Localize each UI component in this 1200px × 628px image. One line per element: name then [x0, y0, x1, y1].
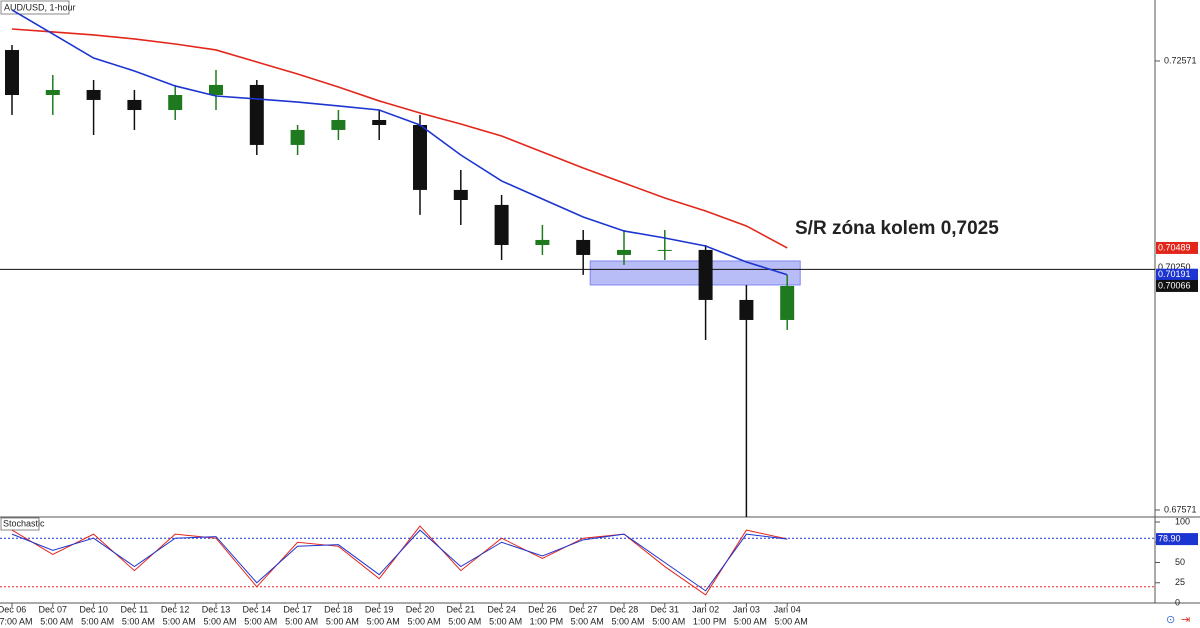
title-box [0, 0, 70, 15]
x-tick-label: Dec 10 [79, 604, 108, 614]
x-tick-label: Jan 04 [774, 604, 801, 614]
stoch-title: Stochastic [3, 518, 45, 528]
candle-body [617, 249, 631, 255]
moving-average [11, 9, 788, 276]
x-tick-time: 5:00 AM [652, 616, 685, 626]
x-tick-time: 5:00 AM [81, 616, 114, 626]
candle-body [535, 239, 550, 245]
x-tick-label: Dec 19 [365, 604, 394, 614]
stoch-title-box [0, 517, 40, 531]
x-tick-label: Dec 11 [120, 604, 148, 614]
x-tick-time: 5:00 AM [611, 616, 644, 626]
x-tick-time: 5:00 AM [203, 616, 236, 626]
x-tick-label: Dec 06 [0, 604, 26, 614]
x-tick-label: Dec 13 [202, 604, 231, 614]
candle-body [413, 125, 427, 190]
x-tick-time: 5:00 AM [244, 616, 277, 626]
icon-collapse[interactable]: ⇥ [1181, 614, 1190, 626]
candle-body [168, 95, 183, 111]
stoch-badge: 78.90 [1158, 533, 1181, 543]
candle-body [45, 89, 60, 96]
sr-zone [589, 260, 801, 286]
stoch-badge-bg [1156, 533, 1198, 546]
y-tick-label: 0 [1175, 597, 1180, 607]
x-tick-time: 5:00 AM [122, 616, 155, 626]
x-tick-time: 1:00 PM [693, 616, 727, 626]
x-tick-time: 5:00 AM [326, 616, 359, 626]
y-tick-label: 0.67571 [1164, 504, 1197, 514]
candle-body [576, 239, 591, 255]
annotation: S/R zóna kolem 0,7025 [795, 218, 999, 239]
x-tick-label: Jan 02 [692, 604, 719, 614]
x-tick-label: Dec 28 [610, 604, 639, 614]
candle-body [698, 249, 713, 300]
x-tick-label: Dec 20 [406, 604, 435, 614]
candle-body [657, 249, 672, 251]
x-tick-label: Dec 24 [487, 604, 516, 614]
moving-average [11, 28, 788, 249]
x-tick-label: Dec 14 [243, 604, 272, 614]
ma-red-badge-bg [1156, 241, 1198, 254]
x-tick-time: 5:00 AM [775, 616, 808, 626]
candle-body [86, 89, 101, 100]
candle-body [331, 119, 346, 130]
x-tick-time: 5:00 AM [40, 616, 73, 626]
x-tick-label: Dec 17 [283, 604, 312, 614]
candle-body [249, 84, 264, 145]
candle-body [494, 204, 509, 245]
candle-body [453, 189, 468, 200]
x-tick-label: Dec 21 [447, 604, 476, 614]
x-tick-time: 5:00 AM [407, 616, 440, 626]
x-tick-label: Dec 07 [39, 604, 68, 614]
candle-body [209, 84, 223, 96]
y-tick-label: 0.72571 [1164, 55, 1197, 65]
x-tick-label: Dec 18 [324, 604, 353, 614]
icon-settings[interactable]: ⊙ [1166, 614, 1175, 626]
candle-body [372, 119, 387, 126]
y-tick-label: 100 [1175, 516, 1190, 526]
x-tick-label: Dec 31 [651, 604, 680, 614]
x-tick-time: 1:00 PM [530, 616, 564, 626]
price-badge: 0.70066 [1158, 280, 1191, 290]
candle-body [780, 285, 795, 320]
x-tick-time: 5:00 AM [734, 616, 767, 626]
ma-red-badge: 0.70489 [1158, 242, 1191, 252]
x-tick-label: Dec 26 [528, 604, 557, 614]
candle-body [127, 99, 142, 111]
y-tick-label: 25 [1175, 577, 1185, 587]
candle-body [739, 299, 754, 320]
x-tick-time: 5:00 AM [448, 616, 481, 626]
x-tick-time: 5:00 AM [285, 616, 318, 626]
ma-blue-badge-bg [1156, 268, 1198, 281]
ma-blue-badge: 0.70191 [1158, 269, 1191, 279]
y-tick-label: 50 [1175, 557, 1185, 567]
x-tick-label: Dec 12 [161, 604, 190, 614]
x-tick-time: 5:00 AM [367, 616, 400, 626]
x-tick-label: Dec 27 [569, 604, 598, 614]
x-tick-time: 7:00 AM [0, 616, 33, 626]
x-tick-label: Jan 03 [733, 604, 760, 614]
stoch-line [11, 529, 788, 592]
x-tick-time: 5:00 AM [571, 616, 604, 626]
candle-body [5, 50, 19, 96]
x-tick-time: 5:00 AM [163, 616, 196, 626]
price-badge-bg [1156, 279, 1198, 292]
level-badge: 0.70250 [1158, 262, 1191, 272]
x-tick-time: 5:00 AM [489, 616, 522, 626]
chart-title: AUD/USD, 1-hour [4, 2, 76, 12]
candle-body [290, 129, 305, 145]
